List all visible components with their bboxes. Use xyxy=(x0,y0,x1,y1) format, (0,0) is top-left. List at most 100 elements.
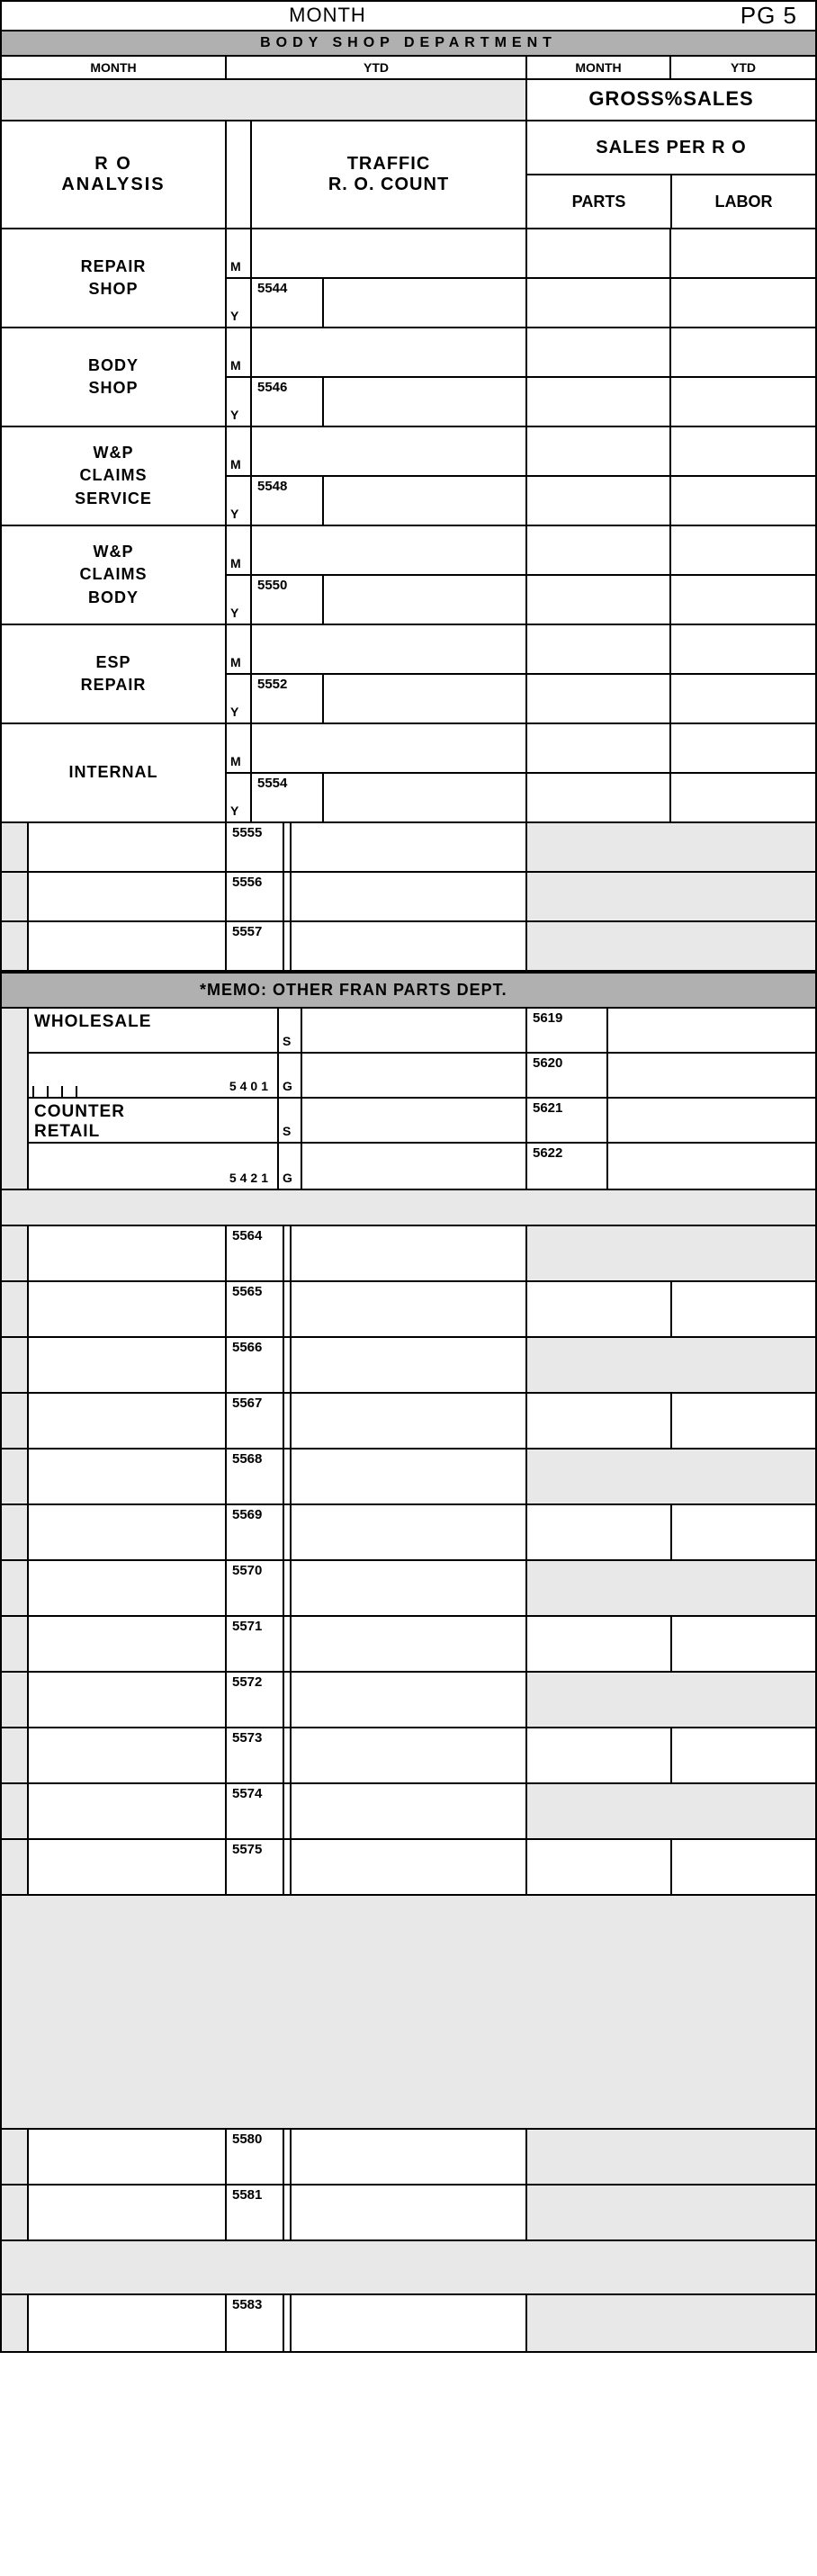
right xyxy=(527,1673,815,1727)
my-col: MY xyxy=(227,427,252,525)
code-cell: 5567 xyxy=(227,1394,284,1448)
code-cell: 5570 xyxy=(227,1561,284,1615)
memo-wholesale-s: WHOLESALE S 5619 xyxy=(29,1009,815,1054)
thin xyxy=(284,2186,292,2239)
thin xyxy=(284,922,292,970)
left-cell xyxy=(29,1728,227,1782)
traffic-col: 5544 xyxy=(252,229,527,327)
header-month: MONTH xyxy=(2,2,653,30)
gap xyxy=(2,1617,29,1671)
mid xyxy=(292,922,527,970)
traffic-l1: TRAFFIC xyxy=(347,154,431,175)
gap xyxy=(2,1226,29,1280)
sg-s: S xyxy=(279,1009,302,1052)
right xyxy=(527,1394,815,1448)
mid xyxy=(292,2130,527,2184)
thin xyxy=(284,823,292,871)
mid xyxy=(292,1617,527,1671)
page: MONTH PG 5 BODY SHOP DEPARTMENT MONTH YT… xyxy=(0,0,817,2353)
wholesale-acct: 5401 xyxy=(29,1054,279,1097)
header-bar: MONTH PG 5 xyxy=(2,2,815,31)
labor-cell xyxy=(671,427,815,525)
analysis-label: W&PCLAIMSSERVICE xyxy=(2,427,227,525)
left-cell xyxy=(29,1840,227,1894)
gap xyxy=(2,1338,29,1392)
mid xyxy=(292,1226,527,1280)
right xyxy=(527,1617,815,1671)
my-col: MY xyxy=(227,328,252,426)
thin xyxy=(284,1840,292,1894)
analysis-row: W&PCLAIMSBODYMY5550 xyxy=(2,526,815,625)
mid xyxy=(292,1561,527,1615)
dept-title: BODY SHOP DEPARTMENT xyxy=(2,31,815,57)
gap xyxy=(2,1840,29,1894)
analysis-row: INTERNALMY5554 xyxy=(2,724,815,823)
thin xyxy=(284,1282,292,1336)
left-cell xyxy=(29,1505,227,1559)
sg-g: G xyxy=(279,1144,302,1189)
code-cell: 5565 xyxy=(227,1282,284,1336)
my-col: MY xyxy=(227,625,252,723)
col-month-2: MONTH xyxy=(527,57,671,78)
labor-label: LABOR xyxy=(672,175,815,228)
mid xyxy=(292,823,527,871)
gap xyxy=(2,1505,29,1559)
right-gray xyxy=(527,823,815,871)
left-cell xyxy=(29,823,227,871)
codes-b: 5564556555665567556855695570557155725573… xyxy=(2,1226,815,1896)
code-cell: 5568 xyxy=(227,1450,284,1503)
ro-analysis-label: R O ANALYSIS xyxy=(2,121,227,228)
parts-label: PARTS xyxy=(527,175,672,228)
gap xyxy=(2,1394,29,1448)
gap xyxy=(2,1282,29,1336)
thin xyxy=(284,1617,292,1671)
my-col: MY xyxy=(227,526,252,624)
analysis-label: W&PCLAIMSBODY xyxy=(2,526,227,624)
analysis-label: BODYSHOP xyxy=(2,328,227,426)
code-row: 5569 xyxy=(2,1505,815,1561)
gap xyxy=(2,1561,29,1615)
left-cell xyxy=(29,1226,227,1280)
gap xyxy=(2,1450,29,1503)
labor-cell xyxy=(671,625,815,723)
code-row: 5573 xyxy=(2,1728,815,1784)
labor-cell xyxy=(671,526,815,624)
analysis-label: INTERNAL xyxy=(2,724,227,821)
mid xyxy=(292,1840,527,1894)
memo-title: *MEMO: OTHER FRAN PARTS DEPT. xyxy=(2,972,815,1009)
right xyxy=(527,1840,815,1894)
subheader: MONTH YTD MONTH YTD xyxy=(2,57,815,80)
analysis-row: ESPREPAIRMY5552 xyxy=(2,625,815,724)
code-cell: 5557 xyxy=(227,922,284,970)
col-ytd-1: YTD xyxy=(227,57,527,78)
right xyxy=(527,1728,815,1782)
right xyxy=(527,1226,815,1280)
traffic-col: 5552 xyxy=(252,625,527,723)
counter-acct: 5421 xyxy=(29,1144,279,1189)
code-row: 5564 xyxy=(2,1226,815,1282)
code-cell: 5556 xyxy=(227,873,284,920)
right-gray xyxy=(527,873,815,920)
code-cell: 5555 xyxy=(227,823,284,871)
mid xyxy=(292,2295,527,2351)
code-row: 5567 xyxy=(2,1394,815,1450)
thin xyxy=(284,1561,292,1615)
analysis-label: REPAIRSHOP xyxy=(2,229,227,327)
code-row: 5583 xyxy=(2,2295,815,2351)
memo-after xyxy=(608,1054,815,1097)
left-cell xyxy=(29,2295,227,2351)
code-cell: 5572 xyxy=(227,1673,284,1727)
ro-analysis-l1: R O xyxy=(94,154,132,175)
codes-c: 55805581 xyxy=(2,2130,815,2241)
parts-cell xyxy=(527,229,671,327)
memo-block: WHOLESALE S 5619 5401 G 5620 COUNTER xyxy=(2,1009,815,1190)
code-row: 5555 xyxy=(2,823,815,873)
code-cell: 5580 xyxy=(227,2130,284,2184)
sales-per-ro-label: SALES PER R O xyxy=(527,121,815,175)
memo-after xyxy=(608,1144,815,1189)
memo-code: 5619 xyxy=(527,1009,608,1052)
left-cell xyxy=(29,922,227,970)
code-row: 5571 xyxy=(2,1617,815,1673)
traffic-l2: R. O. COUNT xyxy=(328,175,449,195)
sg-g: G xyxy=(279,1054,302,1097)
